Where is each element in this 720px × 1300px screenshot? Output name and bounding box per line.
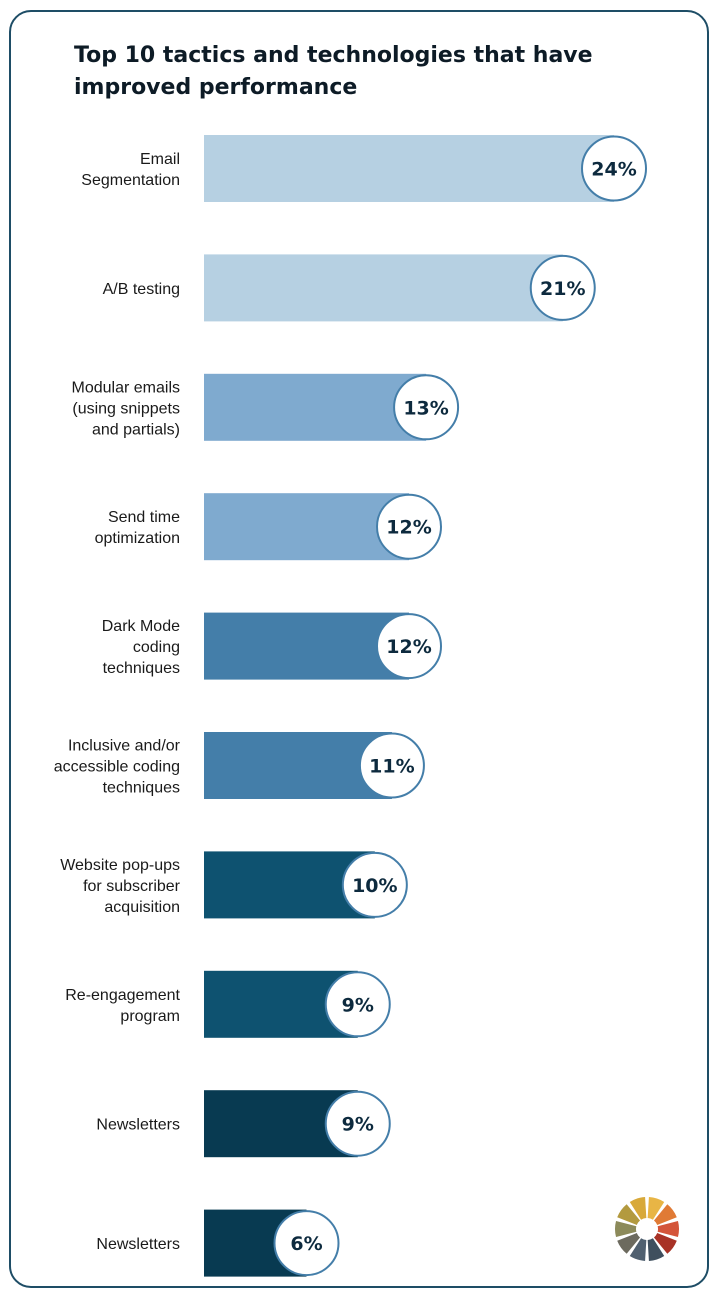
data-label: 12% [386,517,431,539]
value-bubble [324,971,391,1038]
logo-segment [653,1233,677,1254]
logo-segment [647,1238,665,1261]
bar [204,493,409,561]
data-label: 13% [403,397,448,419]
value-bubble [341,851,408,918]
value-bubble [581,135,647,202]
logo-segment [653,1204,677,1225]
value-bubble [529,254,596,321]
logo-segment [657,1220,679,1238]
bar [204,135,614,202]
data-label: 11% [369,756,414,778]
chart-title: Top 10 tactics and technologies that hav… [74,43,593,100]
category-label: Dark Mode coding techniques [102,618,180,677]
value-bubble [393,374,460,441]
data-label: 6% [290,1233,322,1255]
value-bubble [324,1090,391,1157]
category-label: Modular emails (using snippets and partial… [72,379,180,438]
logo-segment [617,1204,641,1225]
value-bubble [358,732,425,799]
value-bubble [273,1210,340,1277]
bar [204,373,427,441]
category-label: A/B testing [103,281,180,298]
data-label: 10% [352,875,397,897]
category-label: Inclusive and/or accessible coding techniq… [54,738,181,797]
data-label: 21% [540,278,585,300]
value-bubble [376,493,442,560]
bar [204,612,409,680]
data-label: 24% [591,159,636,181]
category-label: Re-engagement program [65,987,180,1025]
logo-segment [617,1233,641,1254]
data-label: 9% [342,1114,374,1136]
category-label: Newsletters [96,1117,180,1134]
category-label: Send time optimization [95,509,180,547]
category-label: Email Segmentation [81,151,180,189]
data-label: 9% [342,994,374,1016]
data-label: 12% [386,636,431,658]
value-bubble [376,613,442,680]
logo-segment [647,1197,665,1220]
bar [204,254,563,322]
category-label: Website pop-ups for subscriber acquisition [60,857,180,916]
logo-segment [615,1220,637,1238]
category-label: Newsletters [96,1236,180,1253]
color-wheel-logo-icon [615,1197,679,1261]
logo-segment [629,1238,647,1261]
logo-segment [629,1197,647,1220]
